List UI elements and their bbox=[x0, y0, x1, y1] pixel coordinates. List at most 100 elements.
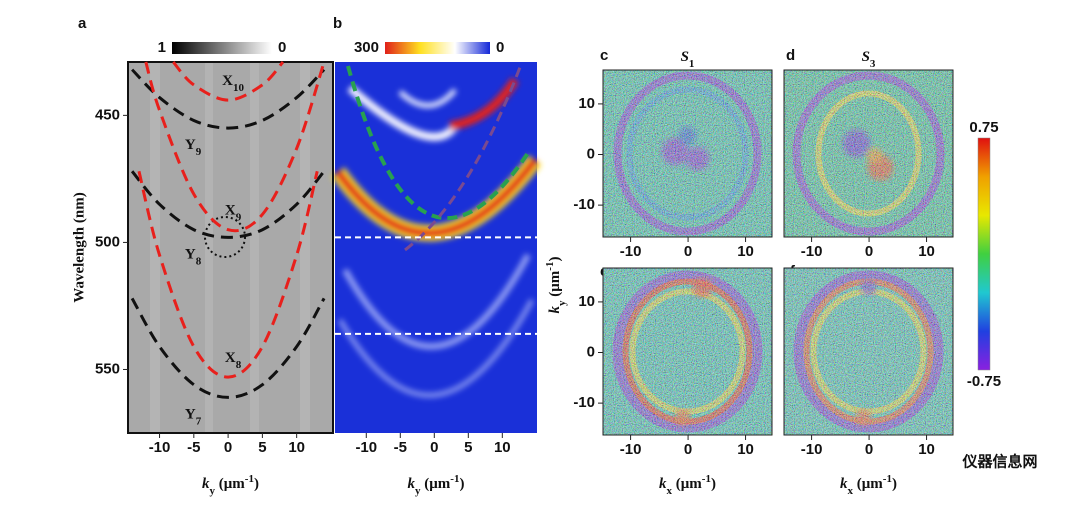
x-tick-label: 0 bbox=[684, 243, 692, 260]
y-axis-label-part: y bbox=[556, 300, 568, 306]
y-tick-label: -10 bbox=[573, 196, 595, 213]
x-axis-label: ky (μm-1) bbox=[408, 473, 465, 497]
x-axis-label-part: (μm bbox=[672, 476, 702, 492]
dispersion-curve bbox=[172, 60, 285, 102]
x-tick-label: 0 bbox=[224, 439, 232, 456]
x-tick-label: 10 bbox=[737, 441, 754, 458]
x-axis-label-part: ) bbox=[254, 476, 259, 492]
colorbar-label: -0.75 bbox=[967, 373, 1001, 390]
map-image bbox=[784, 70, 953, 237]
curve-label: Y8 bbox=[185, 247, 202, 267]
panel-title-part: S bbox=[862, 49, 870, 65]
map-image bbox=[784, 268, 953, 435]
curve-label: Y9 bbox=[185, 138, 202, 158]
frame bbox=[602, 267, 773, 436]
curve-label: X10 bbox=[222, 74, 244, 94]
x-axis-label-part: -1 bbox=[883, 473, 892, 485]
panel-b-background bbox=[331, 61, 542, 433]
colorbar-label: 300 bbox=[354, 39, 379, 56]
curve-label: Y7 bbox=[185, 407, 202, 427]
frame bbox=[783, 267, 954, 436]
dispersion-curve bbox=[131, 68, 326, 130]
y-tick-label: 10 bbox=[578, 293, 595, 310]
y-axis-label: ky (μm-1) bbox=[544, 257, 568, 314]
colorbar bbox=[172, 42, 272, 54]
colorbar-label: 0.75 bbox=[969, 119, 998, 136]
x-tick-label: -10 bbox=[149, 439, 171, 456]
curve-label-part: 10 bbox=[233, 82, 245, 94]
y-axis-label-part: ) bbox=[547, 257, 563, 262]
y-axis-label-part: (μm bbox=[547, 270, 563, 300]
x-axis-label-part: ) bbox=[459, 476, 464, 492]
panel-title-part: 3 bbox=[870, 58, 876, 70]
x-tick-label: -10 bbox=[620, 441, 642, 458]
colorbar bbox=[385, 42, 490, 54]
x-tick-label: -5 bbox=[394, 439, 407, 456]
frame bbox=[602, 69, 773, 238]
curve-label-part: 9 bbox=[196, 146, 202, 158]
colorbar-label: 1 bbox=[158, 39, 166, 56]
curve-label-part: Y bbox=[185, 247, 196, 263]
frame bbox=[783, 69, 954, 238]
x-axis-label-part: x bbox=[848, 485, 854, 497]
panel-title: S1 bbox=[681, 49, 695, 69]
dispersion-curve bbox=[137, 170, 319, 379]
dispersion-curve bbox=[130, 297, 326, 399]
curve-label-part: X bbox=[225, 351, 236, 367]
x-axis-label-part: ) bbox=[892, 476, 897, 492]
x-tick-label: -5 bbox=[187, 439, 200, 456]
y-axis-label: Wavelength (nm) bbox=[71, 192, 87, 302]
curve-label-part: 8 bbox=[236, 359, 242, 371]
map-noise bbox=[603, 70, 772, 237]
y-axis-label-part: k bbox=[547, 305, 563, 313]
panel-title: S3 bbox=[862, 49, 876, 69]
curve-label: X8 bbox=[225, 351, 242, 371]
y-tick-label: 10 bbox=[578, 95, 595, 112]
x-tick-label: 0 bbox=[865, 441, 873, 458]
x-axis-label-part: -1 bbox=[702, 473, 711, 485]
x-tick-label: 10 bbox=[737, 243, 754, 260]
x-axis-label: ky (μm-1) bbox=[202, 473, 259, 497]
x-tick-label: 5 bbox=[464, 439, 472, 456]
x-axis-label-part: (μm bbox=[215, 476, 245, 492]
curve-label-part: 8 bbox=[196, 255, 202, 267]
x-tick-label: 10 bbox=[918, 441, 935, 458]
x-axis-label-part: ) bbox=[711, 476, 716, 492]
x-axis-label-part: x bbox=[667, 485, 673, 497]
x-tick-label: -10 bbox=[801, 441, 823, 458]
curve-label-part: Y bbox=[185, 407, 196, 423]
y-tick-label: 450 bbox=[95, 106, 120, 123]
curve-label: X9 bbox=[225, 203, 242, 223]
panel-label: a bbox=[78, 15, 87, 32]
x-axis-label-part: y bbox=[210, 485, 216, 497]
curve-label-part: X bbox=[222, 74, 233, 90]
curve-label-part: Y bbox=[185, 138, 196, 154]
x-tick-label: 0 bbox=[430, 439, 438, 456]
map-noise bbox=[603, 268, 772, 435]
panel-title-part: S bbox=[681, 49, 689, 65]
watermark: 仪器信息网 bbox=[961, 453, 1037, 471]
map-image bbox=[603, 268, 772, 435]
map-image bbox=[603, 70, 772, 237]
curve-label-part: X bbox=[225, 203, 236, 219]
x-tick-label: 10 bbox=[918, 243, 935, 260]
x-axis-label-part: (μm bbox=[853, 476, 883, 492]
panel-title-part: 1 bbox=[689, 58, 695, 70]
panel-label: b bbox=[333, 15, 342, 32]
x-tick-label: 0 bbox=[865, 243, 873, 260]
x-axis-label-part: k bbox=[659, 476, 667, 492]
colorbar bbox=[977, 137, 991, 371]
colorbar-label: 0 bbox=[278, 39, 286, 56]
map-noise bbox=[784, 268, 953, 435]
x-tick-label: 10 bbox=[288, 439, 305, 456]
x-tick-label: 10 bbox=[494, 439, 511, 456]
x-axis-label-part: y bbox=[415, 485, 421, 497]
panel-label: c bbox=[600, 47, 608, 64]
colorbar-label: 0 bbox=[496, 39, 504, 56]
x-axis-label-part: k bbox=[202, 476, 210, 492]
curve-label-part: 9 bbox=[236, 211, 242, 223]
y-tick-label: 0 bbox=[587, 145, 595, 162]
y-axis-label-part: -1 bbox=[544, 262, 556, 271]
frame bbox=[127, 61, 334, 434]
